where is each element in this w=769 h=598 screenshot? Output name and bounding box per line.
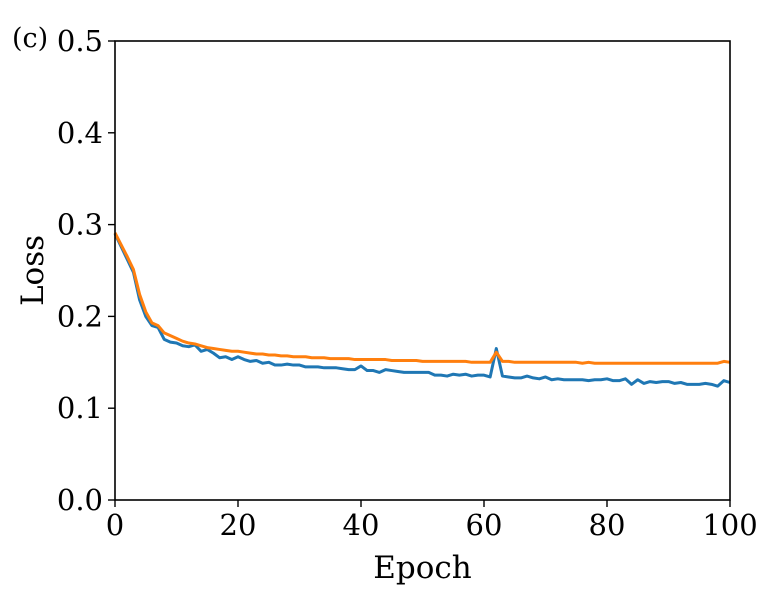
x-tick-label: 100: [702, 508, 757, 542]
y-axis-title: Loss: [15, 235, 51, 306]
x-tick-label: 20: [220, 508, 257, 542]
series-line-1: [113, 233, 731, 388]
y-axis-ticks: 0.0 0.1 0.2 0.3 0.4 0.5: [57, 24, 115, 517]
x-tick-label: 80: [589, 508, 626, 542]
x-axis-title: Epoch: [373, 550, 471, 586]
plot-frame: [114, 40, 731, 501]
x-tick-label: 60: [466, 508, 503, 542]
y-tick-label: 0.5: [57, 24, 103, 58]
series-line-2: [113, 232, 731, 365]
y-tick-label: 0.0: [57, 483, 103, 517]
y-tick-label: 0.2: [57, 299, 103, 333]
panel-label: (c): [12, 23, 48, 54]
series-layer: [113, 232, 731, 388]
x-tick-label: 0: [106, 508, 124, 542]
y-tick-label: 0.4: [57, 116, 103, 150]
x-tick-label: 40: [343, 508, 380, 542]
y-tick-label: 0.3: [57, 208, 103, 242]
x-axis-ticks: 0 20 40 60 80 100: [106, 500, 758, 542]
y-tick-label: 0.1: [57, 391, 103, 425]
